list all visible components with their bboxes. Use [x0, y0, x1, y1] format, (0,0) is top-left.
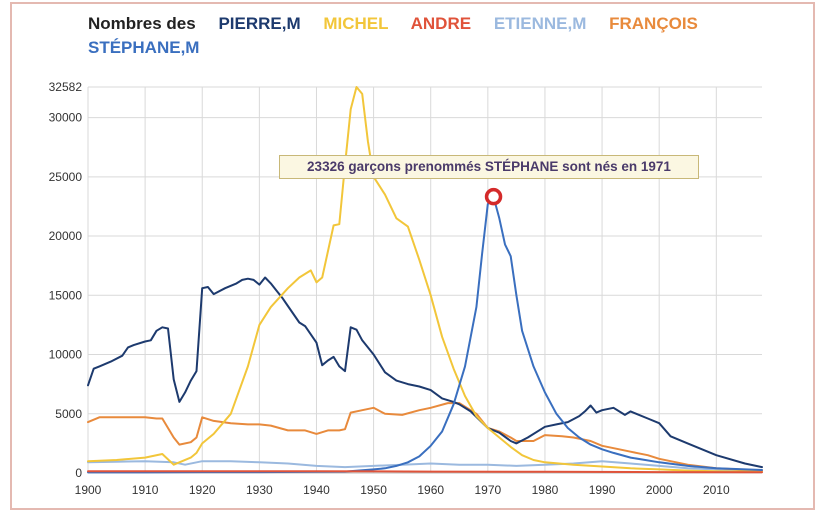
y-tick-label: 25000: [49, 170, 83, 184]
x-tick-label: 1990: [589, 483, 616, 497]
x-tick-label: 1960: [417, 483, 444, 497]
y-tick-label: 15000: [49, 288, 83, 302]
data-tooltip: 23326 garçons prenommés STÉPHANE sont né…: [279, 155, 699, 179]
series-line-stephane-m[interactable]: [87, 195, 763, 474]
y-tick-label: 5000: [55, 407, 82, 421]
highlight-point-marker[interactable]: [484, 187, 503, 206]
series-line-andre[interactable]: [87, 470, 763, 474]
x-tick-label: 1910: [132, 483, 159, 497]
highlight-marker-layer: [484, 187, 503, 206]
y-tick-label: 20000: [49, 229, 83, 243]
series-line-michel[interactable]: [87, 86, 763, 473]
x-tick-label: 2000: [646, 483, 673, 497]
x-tick-label: 1970: [474, 483, 501, 497]
legend-item-francois[interactable]: FRANÇOIS: [609, 14, 698, 33]
legend-item-stephane[interactable]: STÉPHANE,M: [88, 38, 200, 57]
series-line-pierre-m[interactable]: [87, 276, 763, 469]
x-tick-label: 1950: [360, 483, 387, 497]
y-tick-label: 0: [75, 466, 82, 480]
y-tick-label: 10000: [49, 348, 83, 362]
series-lines: [87, 86, 763, 474]
x-tick-label: 1920: [189, 483, 216, 497]
legend-lead-label: Nombres des: [88, 14, 196, 33]
x-tick-label: 1900: [75, 483, 102, 497]
legend-item-etienne[interactable]: ETIENNE,M: [493, 14, 587, 33]
legend-item-michel[interactable]: MICHEL: [323, 14, 389, 33]
y-tick-label: 30000: [49, 111, 83, 125]
y-tick-label: 32582: [49, 80, 83, 94]
series-line-francois[interactable]: [87, 402, 763, 472]
x-tick-label: 1980: [532, 483, 559, 497]
legend-item-andre[interactable]: ANDRE: [410, 14, 472, 33]
chart-legend: Nombres des PIERRE,M MICHEL ANDRE ETIENN…: [88, 12, 778, 60]
axis-labels: 0 5000 10000 15000 20000 25000 30000 32582 1900 1…: [49, 80, 730, 497]
x-tick-label: 1940: [303, 483, 330, 497]
x-tick-label: 2010: [703, 483, 730, 497]
x-tick-label: 1930: [246, 483, 273, 497]
legend-item-pierre[interactable]: PIERRE,M: [218, 14, 301, 33]
